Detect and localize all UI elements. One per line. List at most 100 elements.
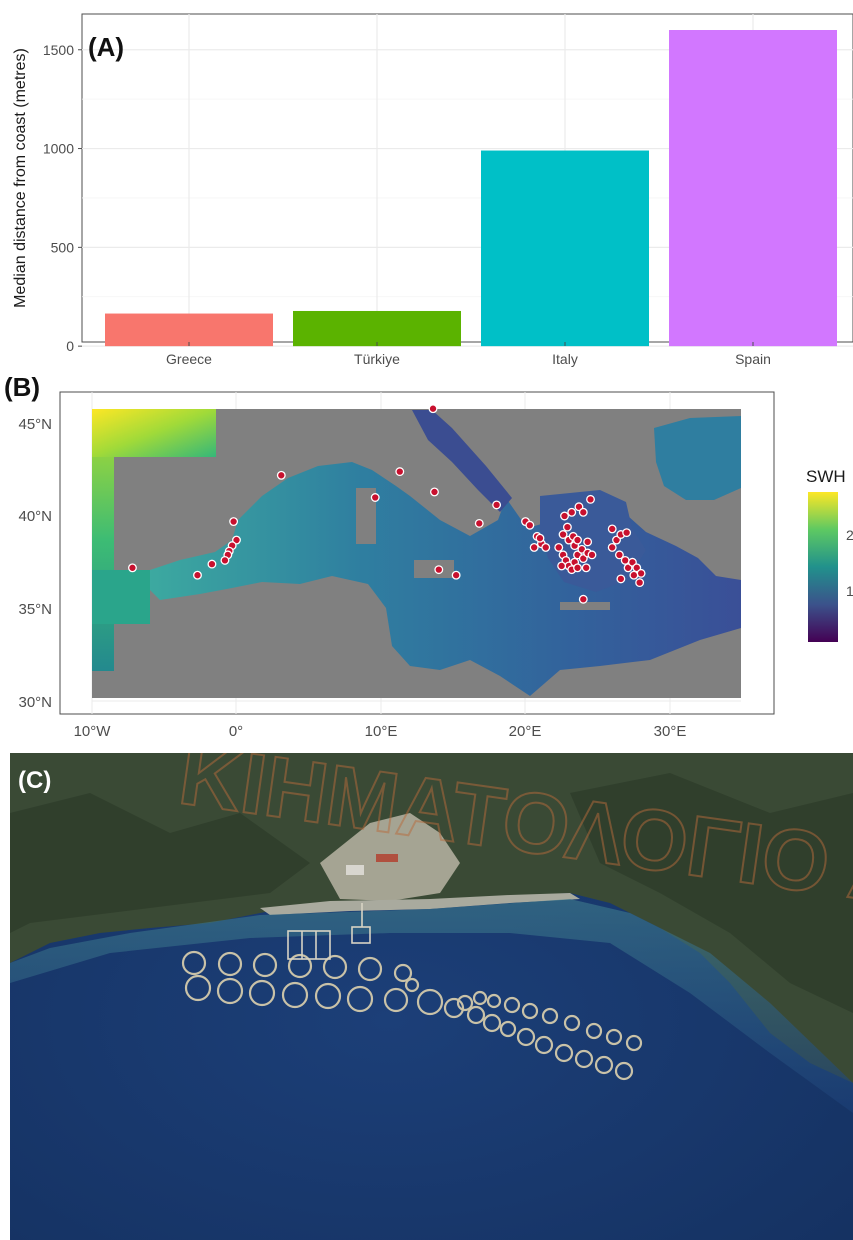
farm-point	[636, 568, 646, 578]
y-tick-label: 0	[66, 338, 74, 354]
fish-pen-ring	[357, 956, 383, 982]
atlantic-gulf-cadiz	[92, 570, 150, 624]
x-tick-label: Italy	[552, 351, 578, 367]
fish-pen-ring	[594, 1055, 614, 1075]
fish-pen-ring	[534, 1035, 554, 1055]
farm-point	[586, 494, 595, 504]
farm-points	[128, 404, 646, 604]
fish-pen-ring	[585, 1022, 603, 1040]
farm-point	[370, 493, 380, 502]
farm-point	[229, 517, 239, 526]
bay-of-biscay	[92, 409, 216, 457]
fish-pen-ring	[516, 1027, 536, 1047]
panel-label-b: (B)	[4, 372, 40, 402]
colorbar	[808, 492, 838, 642]
fish-pen-ring	[216, 977, 244, 1005]
fish-pen-ring	[181, 950, 207, 976]
xtick-30e: 30°E	[654, 723, 687, 740]
farm-point	[587, 550, 597, 560]
farm-point	[474, 518, 484, 528]
colorbar-title: SWH	[806, 467, 846, 486]
fish-pen-ring	[503, 996, 521, 1014]
fish-pens	[181, 950, 643, 1081]
farm-point	[541, 542, 551, 552]
farm-point	[557, 561, 567, 571]
corsica-sardinia	[356, 488, 376, 544]
satellite-image-panel-c: ΚΙΗΜΑΤΟΛΟΓΙΟ ΑΕ (C)	[10, 753, 853, 1240]
x-tick-label: Türkiye	[354, 351, 400, 367]
farm-point	[581, 563, 591, 573]
fish-pen-ring	[346, 985, 374, 1013]
map-panel-b: 45°N 40°N 35°N 30°N 10°W 0° 10°E 20°E 30…	[4, 372, 853, 740]
fish-pen-ring	[563, 1014, 581, 1032]
fish-pen-ring	[416, 988, 444, 1016]
farm-point	[492, 500, 502, 510]
shallow-water	[10, 899, 853, 1113]
farm-point	[607, 524, 617, 534]
x-ticks-a: Greece Türkiye Italy Spain	[166, 342, 771, 367]
y-tick-label: 500	[51, 239, 75, 255]
ytick-40n: 40°N	[18, 508, 52, 525]
bars-a	[105, 30, 837, 347]
farm-point	[614, 550, 624, 560]
building-red-roof	[376, 854, 398, 862]
farm-point	[430, 487, 439, 497]
fish-pen-ring	[499, 1020, 517, 1038]
y-tick-label: 1000	[43, 141, 74, 157]
fish-pen-ring	[383, 987, 409, 1013]
farm-point	[562, 522, 572, 532]
bar-italy	[481, 150, 649, 347]
farm-point	[535, 533, 545, 543]
x-tick-label: Spain	[735, 351, 771, 367]
fish-pen-ring	[281, 981, 309, 1009]
farm-point	[583, 537, 593, 547]
pier-structures	[287, 903, 371, 960]
building-white	[346, 865, 364, 875]
fish-pen-ring	[217, 951, 243, 977]
fish-pen-ring	[443, 997, 465, 1019]
ytick-35n: 35°N	[18, 601, 52, 618]
farm-point	[578, 594, 588, 604]
fish-pen-ring	[456, 994, 474, 1012]
farm-point	[428, 404, 438, 414]
farm-point	[220, 555, 230, 565]
farm-point	[573, 563, 582, 573]
xtick-0: 0°	[229, 723, 243, 740]
farm-point	[434, 565, 444, 575]
farm-point	[629, 570, 639, 580]
farm-point	[193, 570, 202, 580]
fish-pen-ring	[393, 963, 413, 983]
fish-pen-ring	[322, 954, 348, 980]
ytick-45n: 45°N	[18, 416, 52, 433]
sicily	[414, 560, 454, 578]
farm-point	[395, 467, 405, 477]
fish-pen-ring	[486, 993, 502, 1009]
beach-shoreline	[260, 893, 580, 915]
fish-pen-ring	[625, 1034, 643, 1052]
map-y-ticks: 45°N 40°N 35°N 30°N	[18, 416, 52, 711]
farm-point	[622, 528, 632, 538]
black-sea	[654, 416, 741, 500]
farm-point	[567, 507, 577, 517]
y-ticks-a: 0 500 1000 1500	[43, 42, 82, 354]
farm-point	[128, 563, 137, 573]
farm-point	[573, 535, 582, 545]
bar-spain	[669, 30, 837, 347]
crete	[560, 602, 610, 610]
y-axis-title-a: Median distance from coast (metres)	[12, 48, 29, 308]
farm-point	[635, 578, 645, 588]
fish-pen-ring	[574, 1049, 594, 1069]
colorbar-tick-1: 1	[846, 583, 853, 599]
bar-chart-panel-a: 0 500 1000 1500 Greece Türkiye Italy Spain Med…	[12, 13, 853, 367]
farm-point	[451, 570, 461, 580]
ytick-30n: 30°N	[18, 694, 52, 711]
fish-pen-ring	[614, 1061, 634, 1081]
fish-pen-ring	[466, 1005, 486, 1025]
fish-pen-ring	[605, 1028, 623, 1046]
farm-point	[607, 542, 617, 552]
fish-pen-ring	[404, 977, 420, 993]
xtick-20e: 20°E	[509, 723, 542, 740]
farm-point	[578, 507, 588, 517]
panel-label-c: (C)	[18, 767, 52, 794]
xtick-10w: 10°W	[74, 723, 112, 740]
